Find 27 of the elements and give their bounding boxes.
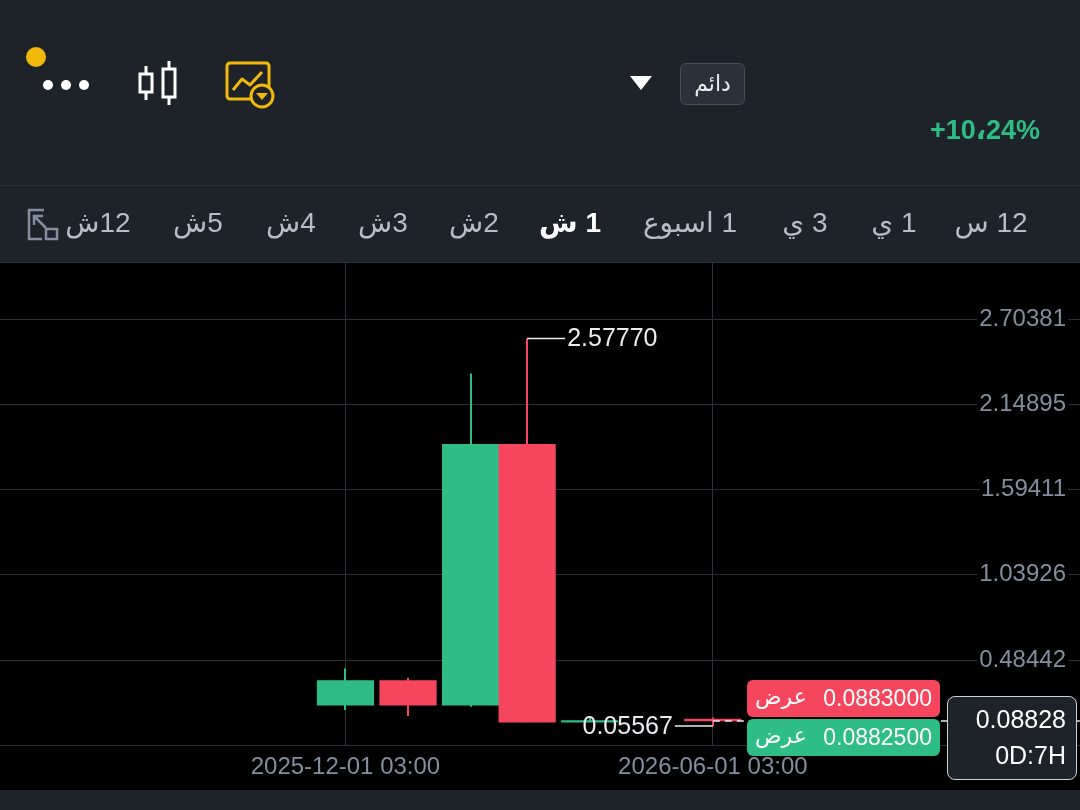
text: 3 ي — [782, 206, 828, 239]
annotation: 2.57770 — [567, 323, 658, 352]
annotation: 0.05567 — [582, 710, 673, 739]
text: 3ش — [358, 206, 408, 239]
annotation: عرض — [755, 683, 807, 710]
y-tick-label: 1.03926 — [979, 559, 1066, 587]
text: 1 اسبوع — [642, 206, 738, 239]
text: دائم — [680, 63, 745, 105]
annotation: 0.0882500 — [823, 723, 932, 751]
text: 5ش — [173, 206, 223, 239]
text: 1 ش — [539, 206, 601, 239]
text: 12ش — [65, 206, 131, 239]
y-tick-label: 0.48442 — [979, 644, 1066, 672]
y-tick-label: 2.14895 — [979, 389, 1066, 417]
text: 2ش — [449, 206, 499, 239]
price-tag: 0.08828 0D:7H — [947, 695, 1077, 780]
annotation: 0.0883000 — [823, 684, 932, 712]
x-tick-label: 2025-12-01 03:00 — [250, 752, 441, 780]
y-tick-label: 1.59411 — [981, 474, 1066, 502]
text: 12 س — [954, 206, 1028, 239]
ref-line-label: 0.08828 — [975, 704, 1066, 734]
chart-subtitle: +10،24% — [929, 114, 1040, 146]
text: 1 ي — [871, 206, 917, 239]
text: 4ش — [266, 206, 316, 239]
y-tick-label: 2.70381 — [979, 303, 1066, 331]
annotation: عرض — [755, 722, 807, 749]
annotation: 0D:7H — [995, 740, 1066, 770]
